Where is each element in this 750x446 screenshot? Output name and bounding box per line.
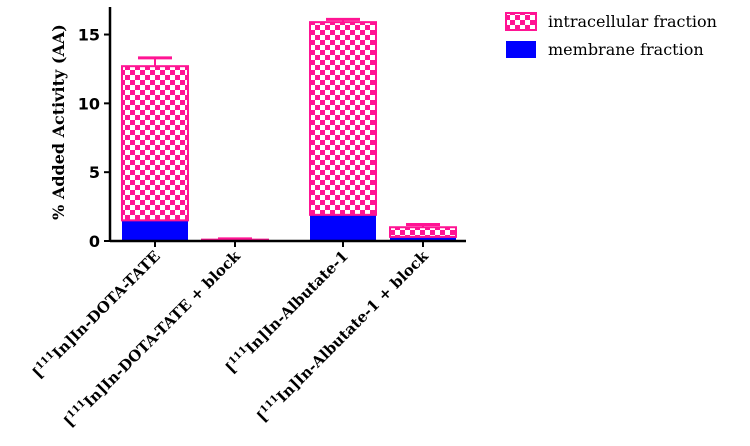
bar-intracellular-3	[309, 21, 377, 216]
bar-intracellular-4	[389, 226, 457, 238]
bar-membrane-1	[122, 220, 188, 241]
y-tick-label-15: 15	[78, 26, 100, 45]
legend-label-membrane: membrane fraction	[548, 40, 704, 59]
bar-membrane-4	[390, 236, 456, 241]
legend-label-intracellular: intracellular fraction	[548, 12, 717, 31]
legend-swatch-intracellular	[505, 12, 537, 31]
y-axis-title: % Added Activity (AA)	[49, 24, 68, 220]
y-tick-label-10: 10	[78, 94, 100, 113]
x-tick-label-2: [111In]In-DOTA-TATE + block	[60, 247, 244, 431]
bar-membrane-3	[310, 214, 376, 241]
y-tick-label-0: 0	[89, 232, 100, 251]
legend: intracellular fraction membrane fraction	[505, 12, 717, 59]
x-tick-label-4: [111In]In-Albutate-1 + block	[253, 247, 432, 426]
legend-swatch-membrane	[506, 41, 536, 58]
bar-intracellular-1	[121, 65, 189, 222]
x-tick-label-1: [111In]In-DOTA-TATE	[29, 247, 164, 382]
y-tick-label-5: 5	[89, 163, 100, 182]
